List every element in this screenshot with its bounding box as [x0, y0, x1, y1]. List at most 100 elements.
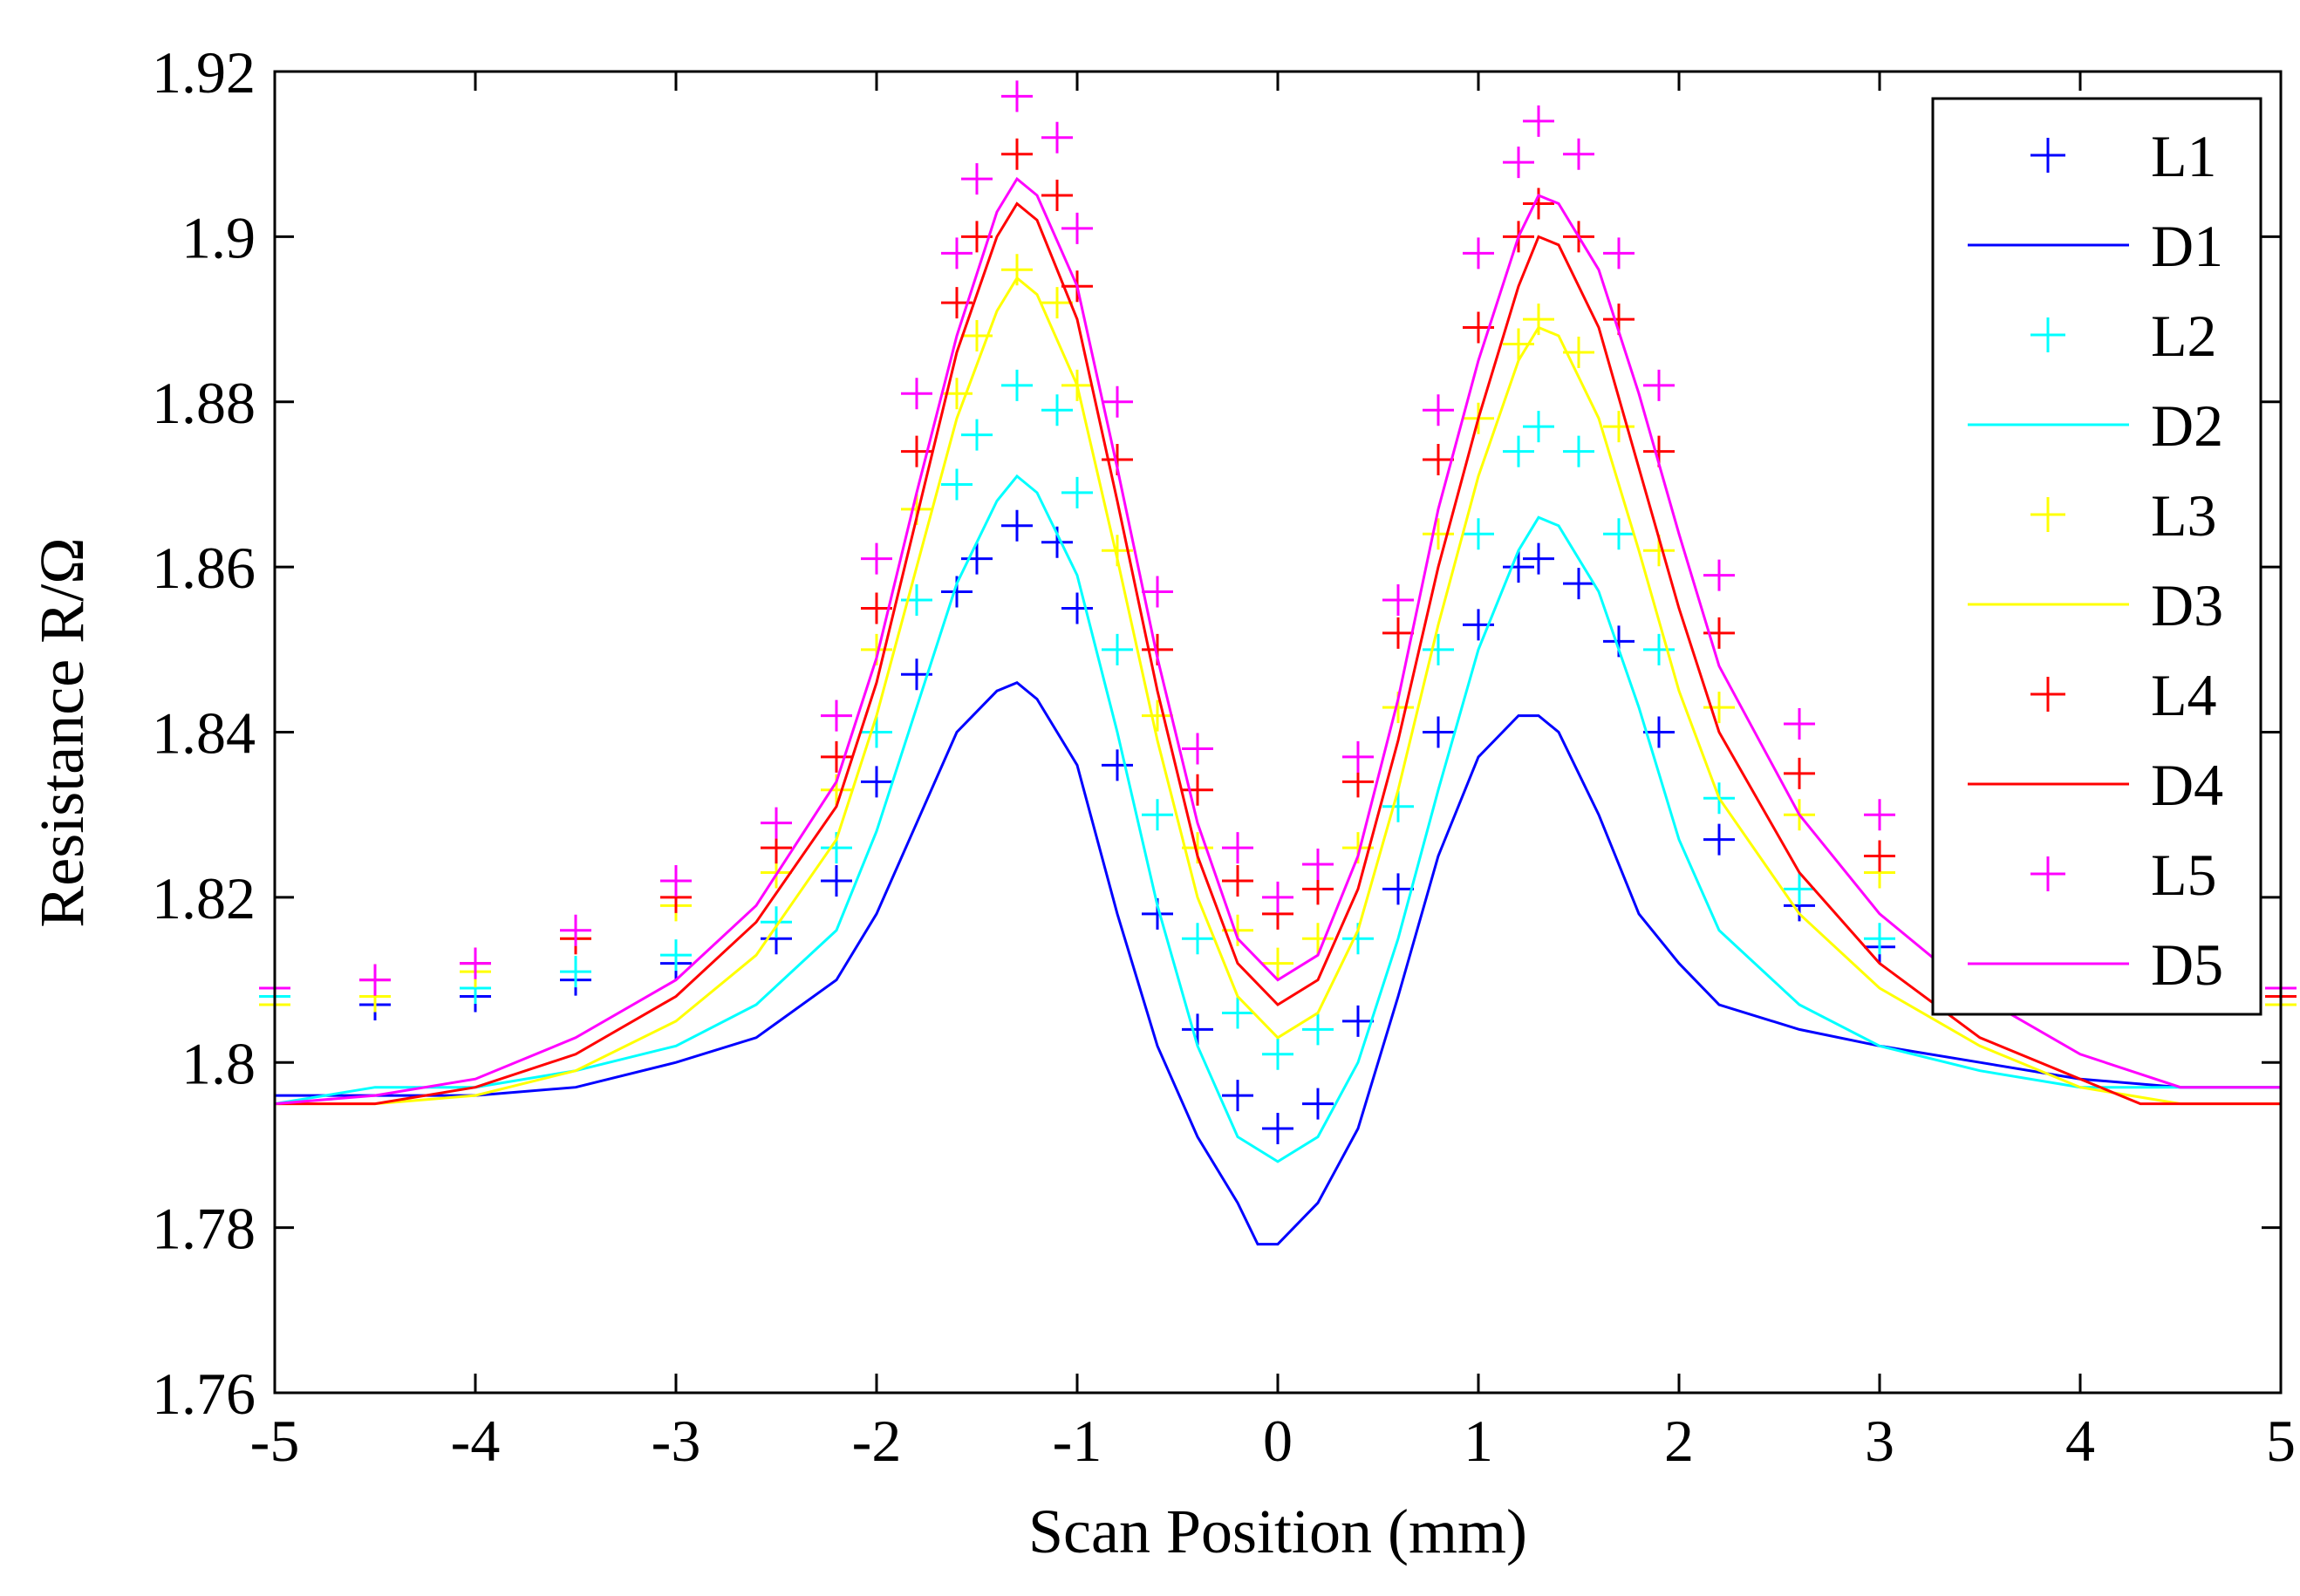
x-axis-label: Scan Position (mm) [1028, 1497, 1527, 1566]
data-point-l2 [761, 906, 792, 938]
data-point-l2 [1643, 633, 1675, 665]
legend-label: D4 [2151, 752, 2223, 818]
data-point-l2 [660, 939, 692, 972]
data-point-l1 [1182, 1013, 1213, 1046]
x-tick-label: -2 [852, 1408, 902, 1474]
data-point-l3 [1302, 923, 1334, 955]
data-point-l4 [1382, 617, 1414, 649]
y-tick-label: 1.92 [152, 39, 256, 106]
data-point-l5 [901, 378, 932, 410]
series-line-d2 [274, 474, 2281, 1163]
x-tick-label: 4 [2065, 1408, 2095, 1474]
legend-marker-swatch [2030, 138, 2065, 173]
data-point-l5 [1061, 212, 1093, 244]
data-point-l4 [861, 592, 892, 624]
data-point-l5 [1382, 584, 1414, 616]
data-point-l3 [1041, 287, 1073, 319]
data-point-l5 [1262, 881, 1293, 913]
legend-label: L3 [2151, 482, 2217, 549]
data-point-l1 [1342, 1005, 1374, 1037]
data-point-l4 [1041, 180, 1073, 212]
data-point-l2 [1061, 476, 1093, 508]
legend-label: D2 [2151, 392, 2223, 459]
data-point-l1 [1382, 873, 1414, 905]
legend-marker-swatch [2030, 317, 2065, 352]
data-point-l5 [1102, 385, 1133, 418]
x-tick-label: 0 [1263, 1408, 1293, 1474]
data-point-l2 [1222, 997, 1253, 1029]
x-tick-label: -5 [250, 1408, 300, 1474]
data-point-l5 [961, 163, 993, 195]
x-tick-label: 1 [1464, 1408, 1493, 1474]
axis-ticks: -5 -4 -3 -2 -1 0 1 2 3 4 5 1.76 1.78 1.8 1.82 1.84 1.86 1… [152, 39, 2296, 1474]
data-point-l5 [660, 864, 692, 897]
legend-label: D3 [2151, 572, 2223, 638]
data-point-l2 [901, 584, 932, 616]
data-point-l5 [1222, 832, 1253, 864]
series-d3 [275, 276, 2281, 1106]
data-point-l1 [1001, 509, 1033, 542]
x-tick-label: -3 [652, 1408, 701, 1474]
legend-label: L1 [2151, 123, 2217, 189]
data-point-l3 [1142, 699, 1173, 732]
y-tick-label: 1.86 [152, 535, 256, 601]
legend-item-l1: L1 [2030, 123, 2217, 189]
data-point-l5 [1563, 138, 1594, 170]
data-point-l5 [1523, 105, 1554, 137]
series-line-d4 [275, 201, 2281, 1106]
data-point-l5 [1342, 740, 1374, 773]
data-point-l5 [1463, 237, 1494, 269]
legend-item-l3: L3 [2030, 482, 2217, 549]
y-tick-label: 1.78 [152, 1196, 256, 1262]
data-point-l5 [359, 964, 391, 996]
data-point-l1 [1703, 823, 1735, 856]
data-point-l4 [1222, 864, 1253, 897]
legend-item-l5: L5 [2030, 842, 2217, 908]
y-tick-label: 1.82 [152, 865, 256, 931]
data-point-l1 [861, 766, 892, 798]
x-tick-label: -4 [451, 1408, 501, 1474]
legend-marker-swatch [2030, 677, 2065, 712]
legend-item-d4: D4 [1968, 752, 2223, 818]
data-point-l5 [761, 807, 792, 839]
data-point-l5 [1503, 147, 1534, 179]
data-point-l4 [1523, 188, 1554, 220]
data-point-l4 [1864, 840, 1895, 872]
legend-item-d3: D3 [1968, 572, 2223, 638]
data-point-l2 [861, 716, 892, 748]
data-point-l4 [1423, 444, 1454, 476]
data-point-l2 [1001, 369, 1033, 401]
x-tick-label: 3 [1865, 1408, 1894, 1474]
data-point-l2 [1423, 633, 1454, 665]
legend-label: L4 [2151, 662, 2217, 728]
data-point-l2 [961, 419, 993, 451]
data-point-l2 [1041, 394, 1073, 426]
legend-box [1931, 97, 2262, 1016]
data-point-l1 [1102, 749, 1133, 781]
y-tick-label: 1.76 [152, 1361, 256, 1427]
data-point-l5 [460, 947, 491, 979]
legend-item-l4: L4 [2030, 662, 2217, 728]
data-point-l5 [1302, 849, 1334, 880]
legend-marker-swatch [2030, 497, 2065, 532]
legend-marker-swatch [2030, 856, 2065, 891]
x-tick-label: -1 [1053, 1408, 1102, 1474]
y-tick-label: 1.84 [152, 700, 256, 767]
y-tick-label: 1.9 [181, 204, 256, 270]
data-point-l1 [1523, 542, 1554, 575]
data-point-l3 [1563, 336, 1594, 368]
data-point-l5 [1703, 559, 1735, 591]
legend-label: L5 [2151, 842, 2217, 908]
data-point-l2 [1142, 799, 1173, 831]
data-point-l5 [861, 542, 892, 575]
series-line-d1 [275, 680, 2281, 1246]
data-point-l3 [1703, 692, 1735, 724]
data-point-l5 [1142, 576, 1173, 608]
data-point-l5 [941, 237, 973, 269]
legend: L1 D1 L2 D2 L3 D3 L4 D4 L5 D5 [1931, 97, 2262, 1016]
legend-label: D5 [2151, 931, 2223, 998]
series-d4 [275, 201, 2281, 1106]
data-point-l3 [1222, 914, 1253, 946]
data-point-l2 [1463, 518, 1494, 550]
